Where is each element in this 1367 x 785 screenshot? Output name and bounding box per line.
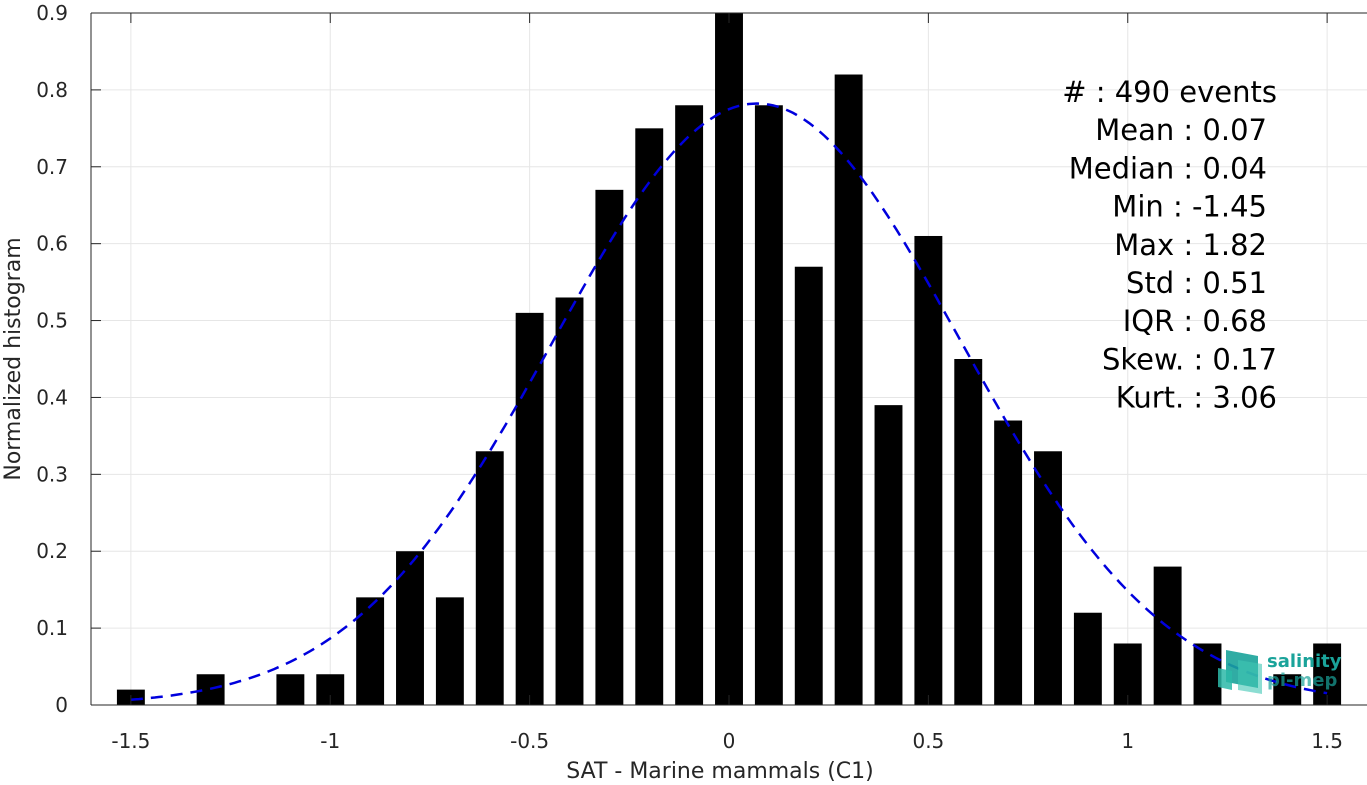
histogram-bar-21 bbox=[1034, 451, 1062, 705]
stats-line-1: Mean : 0.07 bbox=[1095, 113, 1267, 147]
histogram-bar-15 bbox=[794, 266, 823, 705]
histogram-bar-6 bbox=[435, 597, 464, 705]
x-axis-label: SAT - Marine mammals (C1) bbox=[566, 759, 874, 784]
histogram-bar-25 bbox=[1193, 643, 1222, 705]
y-tick-labels: 0 0.1 0.2 0.3 0.4 0.5 0.6 0.7 0.8 0.9 bbox=[36, 1, 68, 717]
x-tick-label-6: 1.5 bbox=[1311, 729, 1343, 753]
stats-line-4: Max : 1.82 bbox=[1114, 228, 1267, 262]
y-tick-label-1: 0.1 bbox=[36, 616, 68, 640]
x-tick-labels: -1.5 -1 -0.5 0 0.5 1 1.5 bbox=[111, 729, 1343, 753]
stats-line-5: Std : 0.51 bbox=[1126, 266, 1267, 300]
statistics-box: # : 490 events Mean : 0.07 Median : 0.04 Mi… bbox=[1062, 75, 1277, 415]
logo-text-pi-mep: pi-mep bbox=[1267, 670, 1337, 691]
histogram-bar-23 bbox=[1113, 643, 1142, 705]
histogram-bar-16 bbox=[834, 74, 863, 705]
stats-line-6: IQR : 0.68 bbox=[1123, 304, 1267, 338]
x-tick-label-0: -1.5 bbox=[111, 729, 150, 753]
histogram-bars bbox=[116, 13, 1342, 706]
x-tick-label-2: -0.5 bbox=[510, 729, 549, 753]
logo-cube-icon bbox=[1218, 650, 1262, 694]
histogram-bar-27 bbox=[1313, 643, 1342, 705]
normal-fit-curve bbox=[130, 102, 1328, 701]
histogram-bar-9 bbox=[555, 297, 584, 705]
histogram-bar-2 bbox=[276, 674, 305, 705]
stats-line-8: Kurt. : 3.06 bbox=[1116, 381, 1277, 415]
histogram-bar-22 bbox=[1073, 612, 1102, 705]
y-axis-label: Normalized histogram bbox=[1, 237, 26, 480]
histogram-bar-12 bbox=[675, 105, 704, 706]
y-tick-label-6: 0.6 bbox=[36, 232, 68, 256]
histogram-bar-24 bbox=[1153, 566, 1182, 705]
stats-line-0: # : 490 events bbox=[1062, 75, 1277, 109]
stats-line-7: Skew. : 0.17 bbox=[1102, 342, 1277, 376]
histogram-bar-20 bbox=[994, 420, 1023, 705]
stats-line-3: Min : -1.45 bbox=[1112, 190, 1267, 224]
histogram-bar-26 bbox=[1273, 674, 1302, 705]
histogram-bar-4 bbox=[356, 597, 385, 705]
x-tick-label-3: 0 bbox=[723, 729, 736, 753]
x-tick-label-4: 0.5 bbox=[912, 729, 944, 753]
y-tick-label-2: 0.2 bbox=[36, 539, 68, 563]
stats-line-2: Median : 0.04 bbox=[1069, 151, 1267, 185]
histogram-bar-11 bbox=[635, 128, 664, 706]
y-tick-label-0: 0 bbox=[55, 693, 68, 717]
logo-text-salinity: salinity bbox=[1267, 651, 1342, 672]
histogram-bar-19 bbox=[954, 359, 983, 705]
histogram-bar-10 bbox=[595, 189, 624, 705]
y-tick-label-7: 0.7 bbox=[36, 155, 68, 179]
histogram-bar-14 bbox=[754, 105, 783, 706]
histogram-bar-18 bbox=[914, 235, 943, 705]
y-tick-label-8: 0.8 bbox=[36, 78, 68, 102]
x-tick-label-1: -1 bbox=[320, 729, 340, 753]
histogram-bar-8 bbox=[515, 312, 544, 705]
y-tick-label-3: 0.3 bbox=[36, 462, 68, 486]
histogram-bar-13 bbox=[715, 13, 743, 705]
axes bbox=[90, 12, 1367, 706]
histogram-bar-7 bbox=[475, 451, 504, 705]
salinity-pi-mep-logo: salinity pi-mep bbox=[1218, 650, 1342, 694]
y-tick-label-4: 0.4 bbox=[36, 385, 68, 409]
y-tick-label-5: 0.5 bbox=[36, 309, 68, 333]
x-tick-label-5: 1 bbox=[1121, 729, 1134, 753]
histogram-bar-17 bbox=[874, 405, 903, 705]
y-tick-label-9: 0.9 bbox=[36, 1, 68, 25]
